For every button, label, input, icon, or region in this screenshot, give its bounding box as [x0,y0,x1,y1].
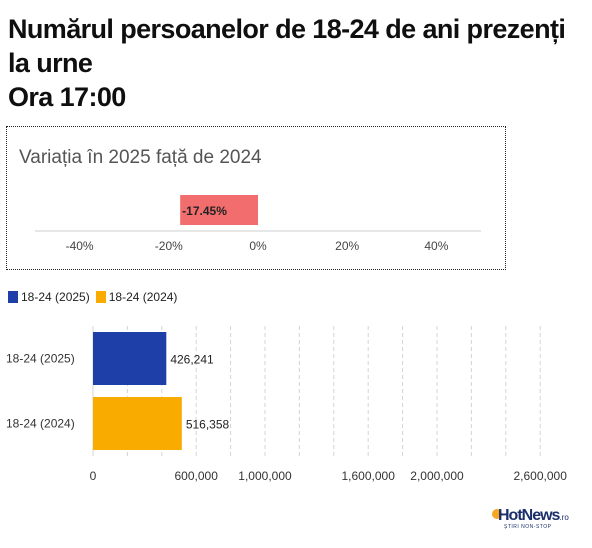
bar-value-label: 516,358 [186,418,230,432]
legend: 18-24 (2025) 18-24 (2024) [8,289,177,305]
chart-title: Numărul persoanelor de 18-24 de ani prez… [8,12,584,114]
bar [93,397,182,450]
variation-value-label: -17.45% [182,204,227,218]
title-line-1: Numărul persoanelor de 18-24 de ani prez… [8,14,566,44]
category-label: 18-24 (2025) [6,352,75,366]
x-tick-label: 1,000,000 [238,469,292,483]
x-tick-label: 0 [90,469,97,483]
turnout-bar-chart: 18-24 (2025) 18-24 (2024) 426,241 516,358 0 6… [6,326,568,483]
variation-bar [180,195,258,225]
legend-label-2025: 18-24 (2025) [21,290,90,304]
variation-tick-label: 0% [249,239,267,253]
variation-tick-label: 20% [335,239,359,253]
bar-value-label: 426,241 [170,353,214,367]
legend-swatch-2024 [95,291,106,303]
legend-item-2024[interactable]: 18-24 (2024) [95,290,178,304]
variation-title: Variația în 2025 față de 2024 [19,147,262,168]
variation-tick-label: -20% [155,239,183,253]
x-tick-label: 2,000,000 [410,469,464,483]
variation-chart: -40% -20% 0% 20% 40% -17.45% [35,195,481,253]
x-tick-label: 600,000 [175,469,219,483]
legend-swatch-2025 [8,291,18,303]
bar [93,332,167,385]
logo-sun-icon [492,509,502,519]
logo-name: HotNews.ro [498,507,569,524]
variation-panel: Variația în 2025 față de 2024 -40% -20% 0%… [6,126,506,270]
x-tick-label: 1,600,000 [342,469,396,483]
title-line-3: Ora 17:00 [8,82,126,112]
x-tick-label: 2,600,000 [514,469,568,483]
variation-tick-label: -40% [66,239,94,253]
legend-label-2024: 18-24 (2024) [108,290,178,304]
category-label: 18-24 (2024) [6,417,75,431]
hotnews-logo: HotNews.ro ȘTIRI NON-STOP [492,507,588,531]
logo-tagline: ȘTIRI NON-STOP [504,524,552,530]
title-line-2: la urne [8,48,93,78]
legend-item-2025[interactable]: 18-24 (2025) [8,290,90,304]
variation-tick-label: 40% [424,239,448,253]
